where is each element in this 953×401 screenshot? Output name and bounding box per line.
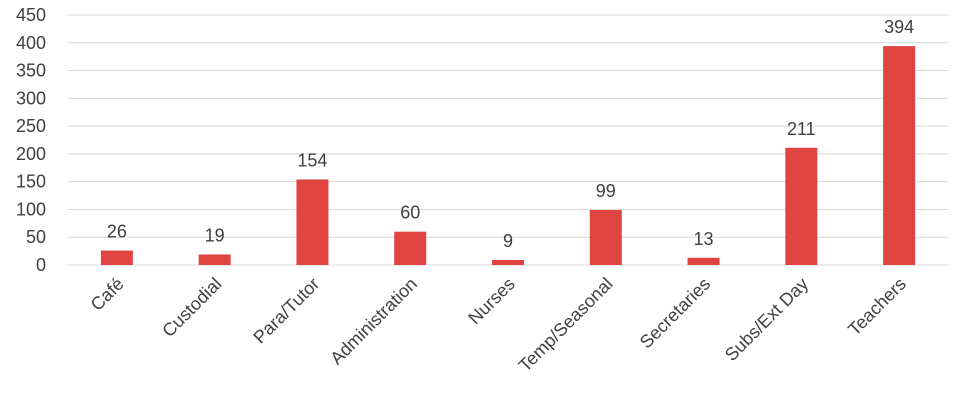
category-label: Administration [326, 274, 421, 369]
bar [296, 179, 329, 265]
y-tick-label: 200 [16, 144, 46, 164]
bars [100, 46, 916, 265]
y-axis-ticks: 0 50 100 150 200 250 300 350 400 450 [16, 5, 46, 275]
gridlines [68, 14, 948, 266]
bar [883, 46, 916, 265]
bar [687, 257, 720, 265]
data-label: 9 [503, 231, 513, 251]
bar [394, 231, 427, 265]
category-label: Secretaries [636, 274, 715, 353]
category-label: Para/Tutor [249, 274, 323, 348]
y-tick-label: 400 [16, 33, 46, 53]
y-tick-label: 350 [16, 61, 46, 81]
category-label: Subs/Ext Day [721, 274, 812, 365]
data-label: 211 [787, 119, 816, 139]
category-label: Teachers [844, 274, 910, 340]
data-label: 60 [400, 203, 420, 223]
data-label: 26 [107, 222, 127, 242]
category-label: Nurses [464, 274, 518, 328]
bar [492, 260, 524, 265]
category-label: Temp/Seasonal [515, 274, 617, 376]
data-label: 19 [205, 225, 225, 245]
category-label: Custodial [158, 274, 225, 341]
y-tick-label: 450 [16, 5, 46, 25]
y-tick-label: 250 [16, 116, 46, 136]
y-tick-label: 0 [36, 255, 46, 275]
x-axis-categories: Café Custodial Para/Tutor Administration Nur… [87, 274, 910, 376]
data-label: 394 [884, 17, 914, 37]
bar [589, 210, 622, 265]
bar [785, 147, 818, 265]
bar [198, 254, 231, 265]
y-tick-label: 150 [16, 172, 46, 192]
data-label: 13 [694, 229, 714, 249]
y-tick-label: 100 [16, 199, 46, 219]
data-label: 99 [596, 181, 616, 201]
category-label: Café [87, 274, 128, 315]
bar [100, 250, 133, 265]
y-tick-label: 50 [26, 227, 46, 247]
y-tick-label: 300 [16, 88, 46, 108]
data-label: 154 [297, 150, 327, 170]
